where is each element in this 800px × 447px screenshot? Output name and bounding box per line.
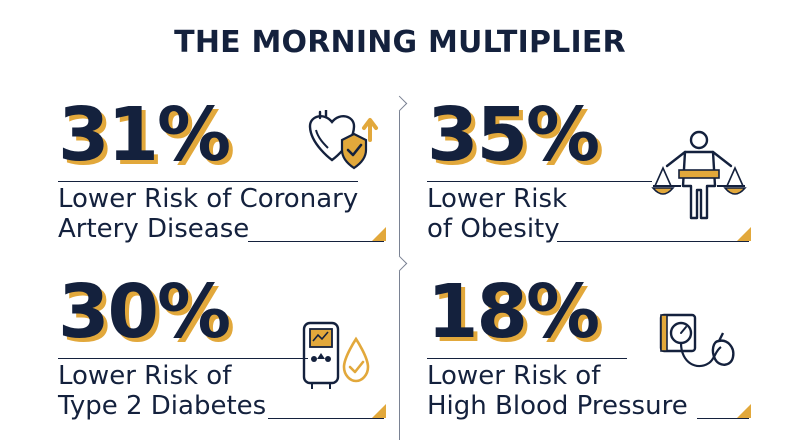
- corner-accent: [737, 404, 751, 418]
- stat-rule: [427, 181, 652, 182]
- stat-rule: [58, 181, 358, 182]
- corner-accent: [372, 227, 386, 241]
- stat-card-diabetes: 30% Lower Risk of Type 2 Diabetes: [58, 275, 398, 425]
- stat-underline: [697, 418, 749, 419]
- stat-value: 30%: [58, 269, 231, 355]
- stat-card-obesity: 35% Lower Risk of Obesity: [427, 98, 767, 248]
- stat-value: 35%: [427, 92, 600, 178]
- body-scale-icon: [649, 128, 749, 222]
- stat-value: 31%: [58, 92, 231, 178]
- stat-value: 18%: [427, 269, 600, 355]
- glucose-meter-icon: [298, 319, 378, 389]
- stat-label-line2: of Obesity: [427, 214, 560, 244]
- corner-accent: [372, 404, 386, 418]
- page-title: THE MORNING MULTIPLIER: [174, 25, 626, 60]
- stat-label-line1: Lower Risk of Coronary: [58, 184, 359, 214]
- stat-label-line1: Lower Risk of: [427, 361, 601, 391]
- stat-label-line1: Lower Risk: [427, 184, 568, 214]
- stat-underline: [268, 418, 384, 419]
- stat-card-blood-pressure: 18% Lower Risk of High Blood Pressure: [427, 275, 767, 425]
- stat-label-line2: Artery Disease: [58, 214, 250, 244]
- stat-label-line2: Type 2 Diabetes: [58, 391, 267, 421]
- stat-underline: [557, 241, 749, 242]
- divider-notch-middle: [391, 255, 408, 272]
- stat-rule: [427, 358, 627, 359]
- stat-label-line1: Lower Risk of: [58, 361, 232, 391]
- stat-rule: [58, 358, 308, 359]
- stat-card-coronary: 31% Lower Risk of Coronary Artery Diseas…: [58, 98, 398, 248]
- stat-underline: [248, 241, 384, 242]
- corner-accent: [737, 227, 751, 241]
- heart-shield-icon: [302, 110, 382, 176]
- stat-label-line2: High Blood Pressure: [427, 391, 688, 421]
- blood-pressure-cuff-icon: [657, 311, 737, 381]
